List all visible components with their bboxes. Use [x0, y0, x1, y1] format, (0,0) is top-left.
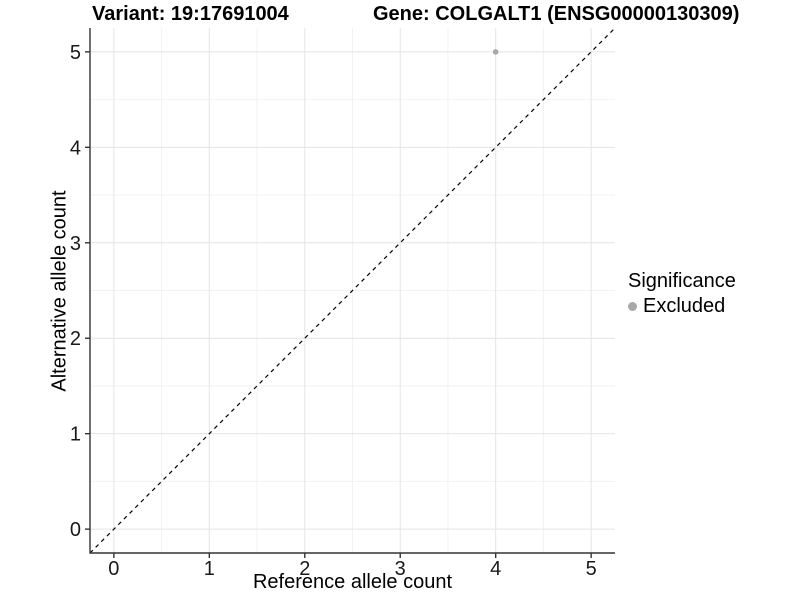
x-axis-title: Reference allele count	[252, 571, 452, 593]
x-tick-label: 0	[108, 558, 119, 580]
legend-entry-excluded: Excluded	[628, 295, 736, 318]
legend: Significance Excluded	[628, 270, 736, 318]
legend-point-icon	[628, 302, 637, 311]
y-tick-label: 4	[70, 137, 81, 159]
y-tick-label: 2	[70, 328, 81, 350]
y-tick-label: 3	[70, 233, 81, 255]
y-tick-label: 5	[70, 42, 81, 64]
x-tick-label: 1	[204, 558, 215, 580]
y-axis-title: Alternative allele count	[48, 190, 71, 392]
legend-entry-label: Excluded	[643, 295, 726, 317]
x-tick-label: 4	[490, 558, 501, 580]
legend-title: Significance	[628, 270, 736, 292]
x-tick-label: 5	[586, 558, 597, 580]
data-point	[492, 49, 499, 55]
identity-dashed-line	[89, 27, 616, 554]
plot-title-variant: Variant: 19:17691004	[92, 3, 289, 25]
y-tick-label: 1	[70, 424, 81, 446]
x-tick-label: 2	[299, 558, 310, 580]
plot-title-gene: Gene: COLGALT1 (ENSG00000130309)	[373, 3, 740, 25]
x-tick-label: 3	[395, 558, 406, 580]
y-tick-label: 0	[70, 519, 81, 541]
